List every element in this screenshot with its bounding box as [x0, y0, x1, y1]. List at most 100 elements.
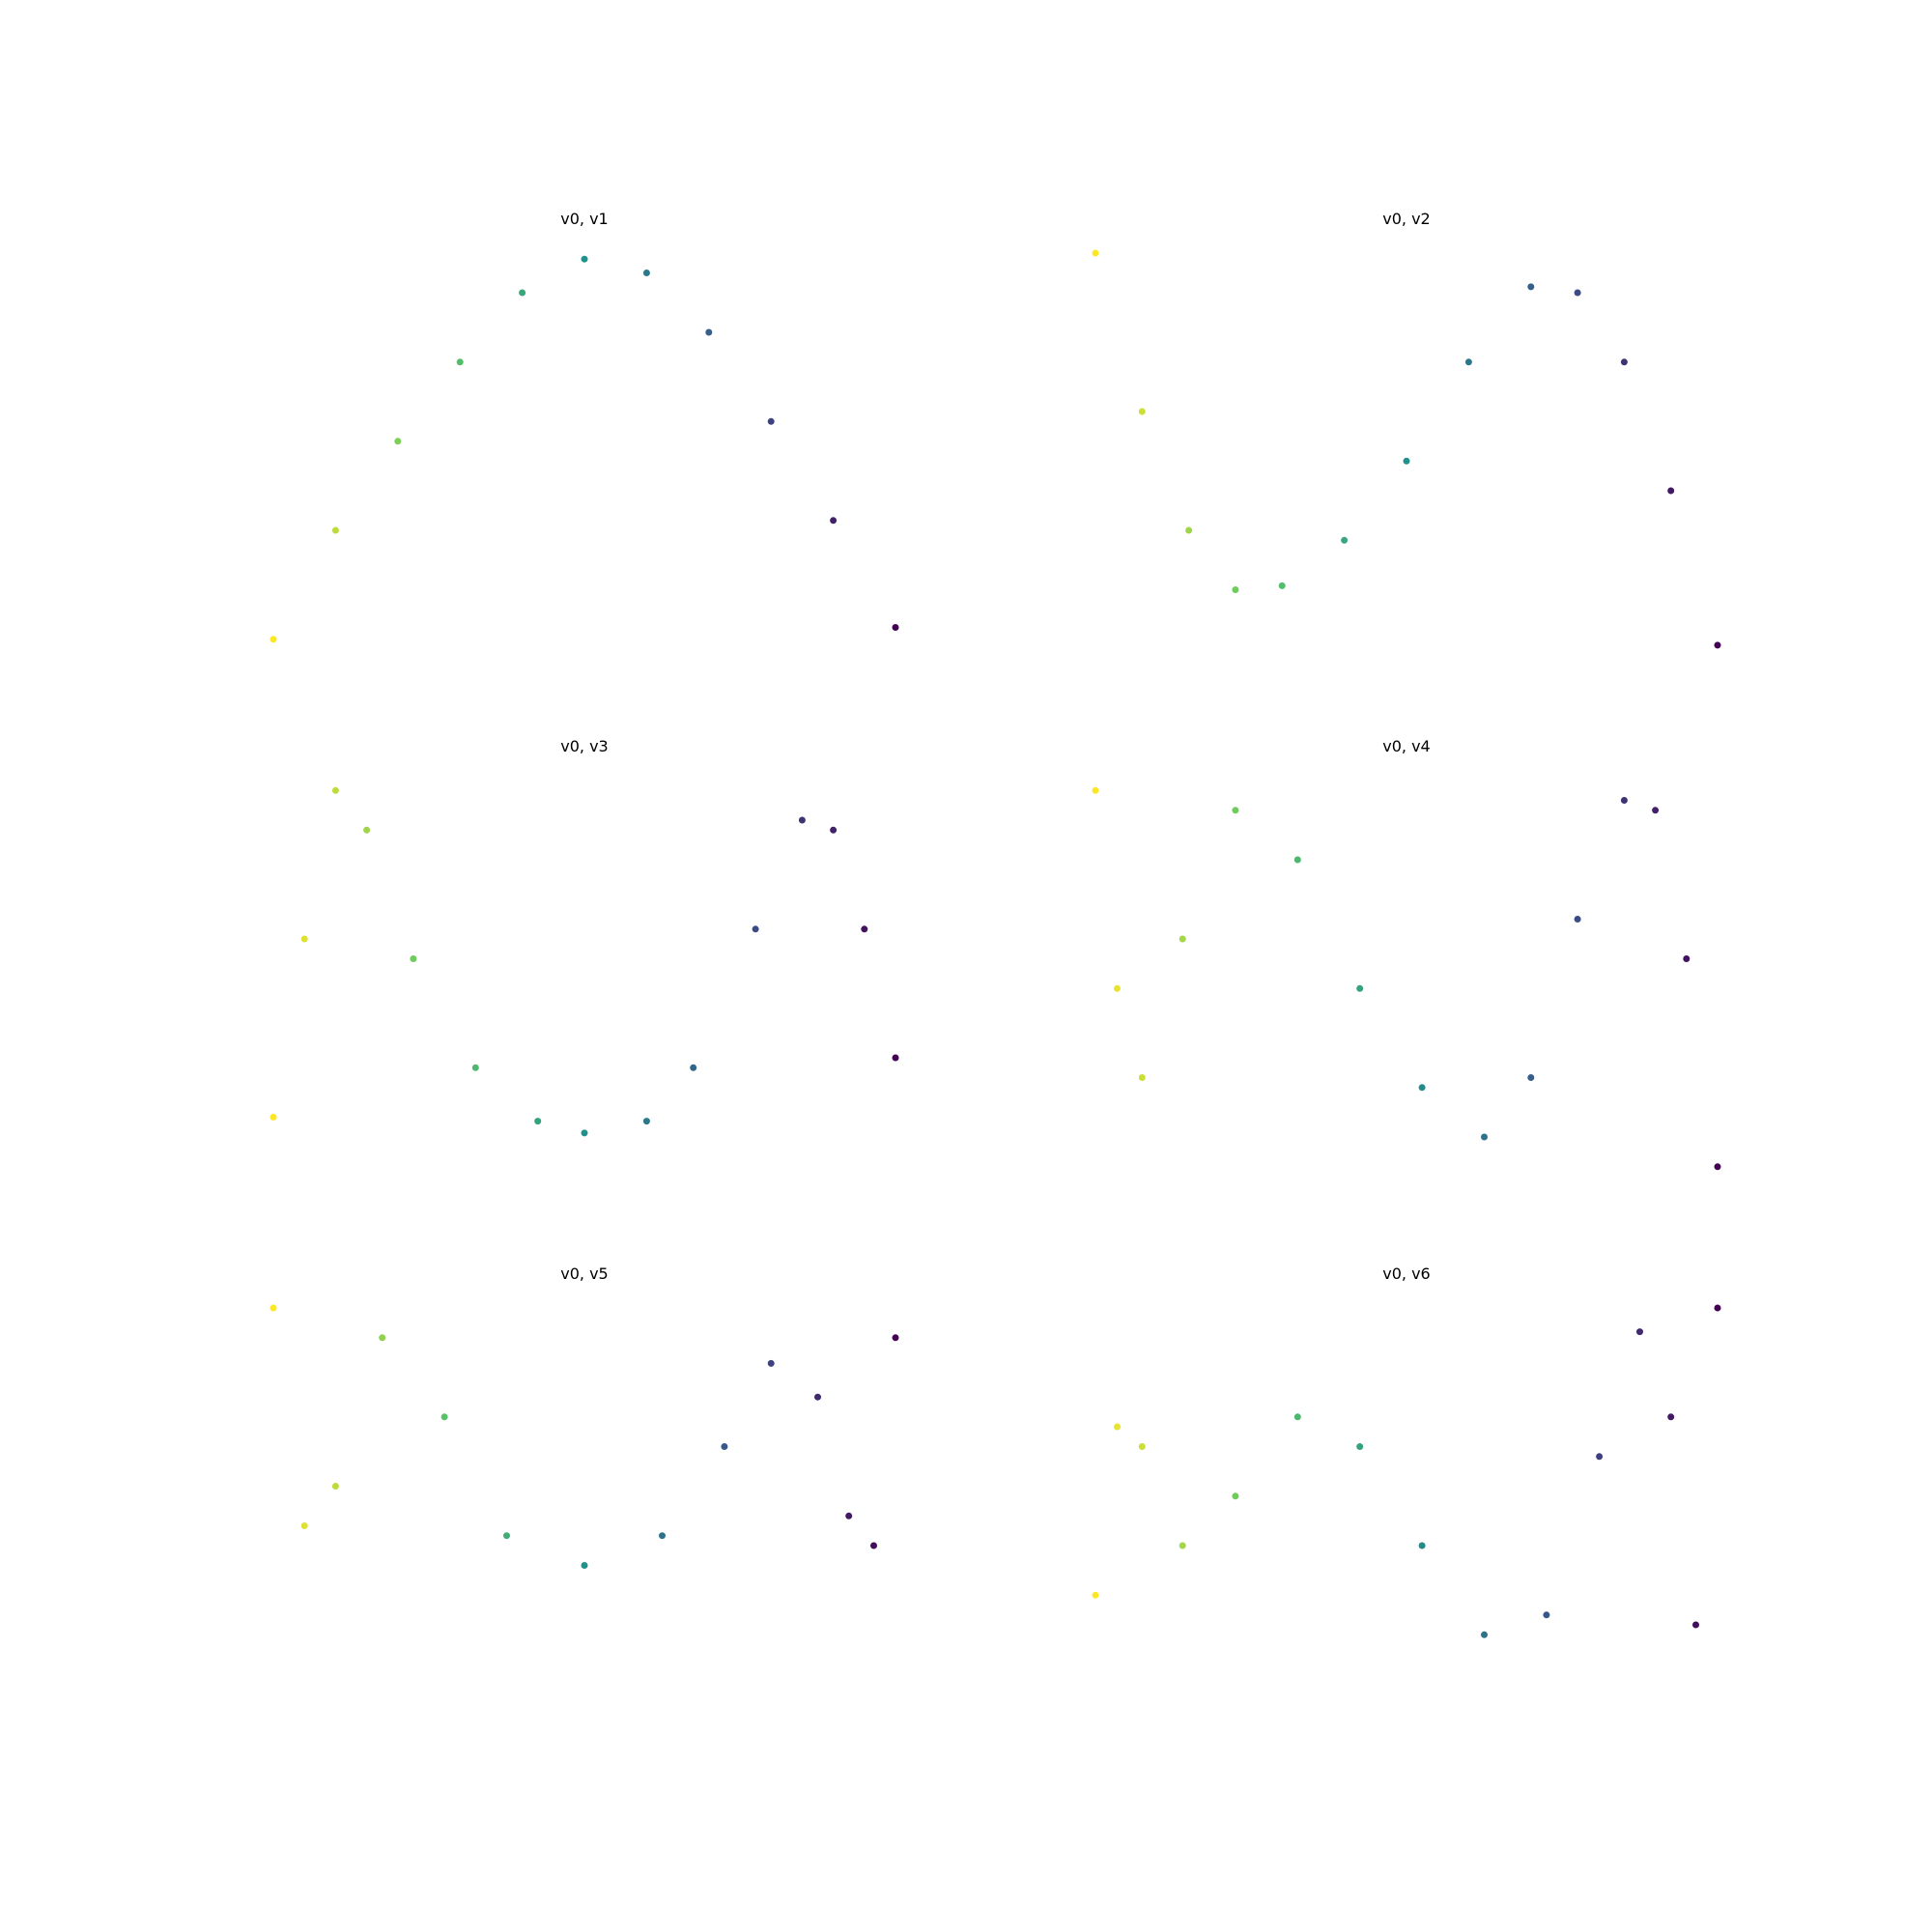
data-point [1667, 487, 1675, 495]
data-point [1481, 1631, 1488, 1638]
data-point [1714, 641, 1721, 649]
subplot-title: v0, v5 [560, 1264, 608, 1283]
data-point [690, 1064, 697, 1071]
subplot-title: v0, v4 [1382, 737, 1430, 755]
subplot-title: v0, v1 [560, 210, 608, 228]
data-point [270, 1304, 277, 1312]
data-point [300, 1522, 308, 1529]
data-point [331, 786, 339, 794]
data-point [270, 1114, 277, 1121]
data-point [1667, 1413, 1675, 1421]
scatter-series [270, 1304, 899, 1569]
data-point [767, 1359, 775, 1367]
subplot-title: v0, v3 [560, 737, 608, 755]
subplot-v0-v6: v0, v6 [1092, 1264, 1721, 1638]
data-point [1138, 1443, 1146, 1450]
data-point [1185, 526, 1193, 534]
data-point [1114, 1423, 1121, 1431]
data-point [798, 816, 806, 824]
data-point [1464, 358, 1472, 366]
data-point [581, 1129, 588, 1137]
data-point [1527, 1074, 1535, 1081]
scatter-series [1092, 249, 1721, 649]
subplot-v0-v2: v0, v2 [1092, 210, 1721, 649]
data-point [1138, 1074, 1146, 1081]
data-point [1356, 1443, 1364, 1450]
data-point [1596, 1453, 1604, 1461]
data-point [642, 270, 650, 276]
data-point [1574, 916, 1581, 923]
scatter-series [1092, 1304, 1721, 1638]
data-point [379, 1334, 386, 1342]
data-point [270, 636, 277, 643]
data-point [1714, 1304, 1721, 1312]
data-point [519, 289, 526, 297]
data-point [1652, 807, 1660, 814]
data-point [581, 1562, 588, 1569]
subplot-v0-v4: v0, v4 [1092, 737, 1721, 1171]
data-point [1278, 582, 1286, 589]
data-point [440, 1413, 448, 1421]
data-point [1114, 984, 1121, 992]
data-point [1574, 289, 1581, 297]
data-point [830, 517, 838, 525]
data-point [892, 1334, 899, 1342]
data-point [1620, 358, 1628, 366]
data-point [471, 1064, 479, 1071]
data-point [1232, 807, 1239, 814]
data-point [1179, 935, 1186, 943]
data-point [659, 1532, 666, 1540]
data-point [1092, 786, 1099, 794]
data-point [1636, 1328, 1643, 1336]
subplot-title: v0, v2 [1382, 210, 1430, 228]
scatter-series [270, 786, 899, 1137]
subplot-title: v0, v6 [1382, 1264, 1430, 1283]
data-point [1418, 1542, 1426, 1549]
data-point [1232, 586, 1239, 593]
subplot-v0-v5: v0, v5 [270, 1264, 899, 1569]
data-point [870, 1542, 877, 1549]
data-point [300, 935, 308, 943]
data-point [363, 826, 371, 834]
data-point [1418, 1084, 1426, 1092]
data-point [721, 1443, 728, 1450]
data-point [861, 925, 868, 933]
data-point [1232, 1492, 1239, 1500]
data-point [394, 438, 402, 445]
subplot-v0-v3: v0, v3 [270, 737, 899, 1137]
data-point [705, 328, 713, 336]
data-point [642, 1118, 650, 1125]
data-point [1092, 1591, 1099, 1599]
data-point [845, 1512, 853, 1520]
scatter-series [1092, 786, 1721, 1171]
data-point [1356, 984, 1364, 992]
data-point [1403, 457, 1410, 465]
data-point [1092, 249, 1099, 257]
data-point [1543, 1611, 1550, 1619]
data-point [830, 826, 838, 834]
data-point [331, 526, 339, 534]
data-point [410, 955, 417, 962]
data-point [1341, 536, 1349, 544]
scatter-series [270, 255, 899, 643]
data-point [1293, 856, 1301, 864]
data-point [1179, 1542, 1186, 1549]
subplot-v0-v1: v0, v1 [270, 210, 899, 643]
data-point [767, 417, 775, 425]
data-point [1620, 797, 1628, 804]
data-point [534, 1118, 542, 1125]
data-point [1692, 1621, 1699, 1629]
data-point [1481, 1133, 1488, 1141]
data-point [752, 925, 759, 933]
data-point [1527, 283, 1535, 291]
data-point [892, 624, 899, 631]
data-point [814, 1393, 821, 1401]
data-point [1293, 1413, 1301, 1421]
data-point [1138, 408, 1146, 415]
data-point [503, 1532, 510, 1540]
data-point [456, 358, 464, 366]
data-point [581, 255, 588, 263]
data-point [1714, 1163, 1721, 1171]
